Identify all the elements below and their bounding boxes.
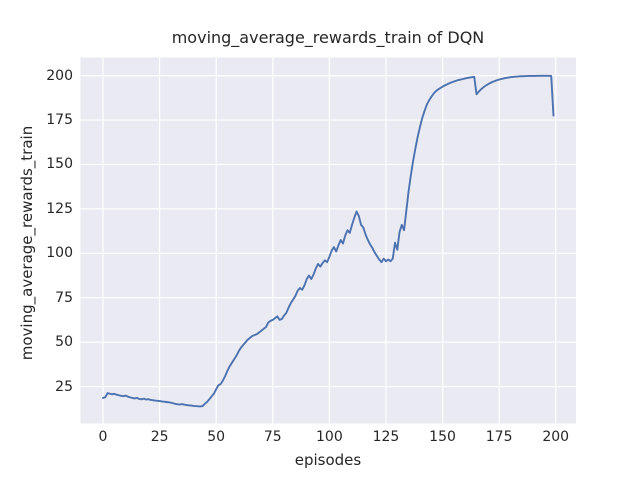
x-tick-label: 125 [372,429,400,445]
chart-title: moving_average_rewards_train of DQN [171,28,485,47]
y-tick-label: 75 [55,289,73,306]
y-tick-label: 25 [55,378,73,395]
x-tick-label: 175 [485,429,513,445]
x-tick-label: 100 [316,429,343,445]
y-tick-label: 125 [46,200,73,217]
vertical-gridlines [102,57,557,424]
y-tick-label: 100 [46,245,73,262]
x-tick-label: 200 [542,429,570,445]
x-axis-label: episodes [294,451,362,469]
y-tick-label: 175 [46,112,73,129]
y-tick-label: 200 [46,67,73,84]
x-tick-label: 75 [263,429,282,445]
x-tick-label: 25 [150,429,169,445]
x-tick-label: 150 [429,429,456,445]
reward-line-series [102,74,555,408]
x-tick-label: 0 [98,429,108,445]
y-tick-label: 50 [55,334,73,351]
x-tick-label: 50 [207,429,226,445]
horizontal-gridlines [80,75,576,388]
axes-background [80,57,576,424]
y-tick-label: 150 [46,156,73,173]
